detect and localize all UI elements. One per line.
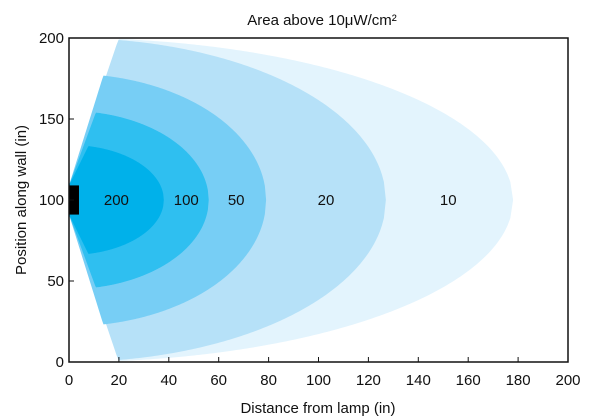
x-tick-label: 80 xyxy=(260,372,277,389)
region-label-50: 50 xyxy=(228,192,245,209)
region-label-20: 20 xyxy=(318,192,335,209)
x-tick-label: 180 xyxy=(506,372,531,389)
y-tick-label: 150 xyxy=(39,111,64,128)
titles: Area above 10μW/cm² Distance from lamp (… xyxy=(13,12,397,417)
chart-title: Area above 10μW/cm² xyxy=(247,12,397,29)
x-tick-label: 160 xyxy=(456,372,481,389)
x-axis-title: Distance from lamp (in) xyxy=(240,400,395,417)
y-tick-label: 50 xyxy=(47,273,64,290)
region-labels: 10 20 50 100 200 xyxy=(104,192,457,209)
x-tick-label: 100 xyxy=(306,372,331,389)
x-tick-label: 0 xyxy=(65,372,73,389)
ticks: 0 20 40 60 80 100 120 140 160 180 200 0 50 100 150 200 xyxy=(39,30,581,389)
y-tick-label: 0 xyxy=(56,354,64,371)
region-label-10: 10 xyxy=(440,192,457,209)
region-label-200: 200 xyxy=(104,192,129,209)
x-tick-label: 40 xyxy=(160,372,177,389)
x-tick-label: 60 xyxy=(210,372,227,389)
y-axis-title: Position along wall (in) xyxy=(13,125,30,275)
region-label-100: 100 xyxy=(174,192,199,209)
intensity-region-200 xyxy=(69,146,164,254)
intensity-regions xyxy=(69,39,514,361)
x-tick-label: 140 xyxy=(406,372,431,389)
y-tick-label: 200 xyxy=(39,30,64,47)
x-tick-label: 20 xyxy=(111,372,128,389)
y-tick-label: 100 xyxy=(39,192,64,209)
x-tick-label: 120 xyxy=(356,372,381,389)
x-tick-label: 200 xyxy=(555,372,580,389)
